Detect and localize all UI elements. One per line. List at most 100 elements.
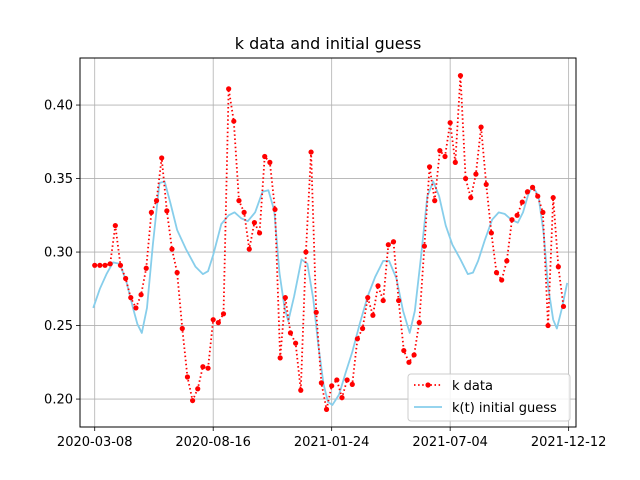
y-tick-label: 0.30 (44, 246, 73, 261)
legend: k data k(t) initial guess (407, 373, 571, 422)
k-data-point (210, 317, 216, 323)
k-data-point (483, 181, 489, 188)
k-data-point (380, 297, 386, 304)
k-data-point (560, 303, 567, 310)
k-data-point (112, 222, 118, 229)
k-data-point (463, 175, 469, 182)
k-data-point (401, 347, 407, 354)
k-data-point (97, 262, 103, 268)
k-data-point (406, 359, 412, 365)
k-data-point (308, 149, 314, 155)
k-data-point (509, 217, 515, 223)
k-data-point (396, 297, 402, 304)
y-tick-label: 0.20 (44, 393, 73, 408)
k-data-point (416, 320, 422, 326)
k-data-point (452, 159, 458, 165)
k-data-point (138, 292, 144, 298)
k-data-point (514, 212, 520, 218)
k-data-point (344, 377, 350, 383)
legend-label-k-data: k data (452, 379, 493, 394)
k-data-point (179, 325, 185, 332)
k-data-point (313, 309, 319, 315)
k-data-point (148, 209, 154, 215)
k-data-point (303, 249, 309, 255)
k-data-point (535, 193, 541, 199)
k-data-point (272, 206, 278, 213)
k-data-point (432, 198, 438, 204)
k-data-point (370, 312, 376, 318)
k-data-point (437, 148, 443, 154)
k-data-point (282, 295, 288, 301)
x-tick-label: 2021-12-12 (531, 435, 607, 450)
k-data-point (354, 336, 361, 342)
k-data-point (164, 208, 170, 214)
k-data-point (426, 164, 433, 170)
k-data-point (236, 198, 242, 204)
k-data-point (251, 220, 258, 226)
k-data-point (339, 395, 345, 401)
k-data-point (205, 365, 211, 371)
k-data-point (231, 118, 237, 124)
y-tick-label: 0.25 (44, 319, 73, 334)
k-data-point (215, 320, 221, 326)
k-data-point (334, 377, 340, 383)
k-data-point (385, 242, 391, 248)
k-data-point (524, 189, 531, 195)
k-data-point (174, 270, 180, 276)
k-data-point (293, 340, 299, 346)
k-data-point (195, 386, 201, 392)
k-data-point (349, 381, 355, 387)
k-data-point (267, 159, 273, 165)
k-data-point (375, 283, 381, 289)
k-data-point (189, 397, 196, 404)
k-data-point (318, 380, 324, 386)
k-data-point (499, 277, 505, 283)
k-data-point (447, 120, 453, 126)
k-data-point (200, 364, 206, 370)
k-data-point (241, 209, 247, 215)
k-data-point (504, 258, 510, 264)
k-data-point (493, 270, 500, 276)
k-data-point (298, 387, 304, 393)
legend-box (407, 373, 571, 422)
k-data-point (442, 153, 448, 160)
k-data-point (478, 124, 484, 130)
k-data-point (117, 262, 124, 268)
axes-frame (79, 57, 577, 428)
k-data-point (107, 261, 113, 267)
x-tick-label: 2020-08-16 (175, 435, 251, 450)
k-data-point (123, 275, 129, 282)
chart-title: k data and initial guess (235, 34, 422, 53)
k-data-point (457, 73, 464, 79)
k-data-point (519, 199, 525, 205)
k-data-point (92, 262, 98, 268)
k-data-point (153, 198, 160, 204)
x-tick-label: 2020-03-08 (57, 435, 133, 450)
k-data-point (468, 195, 474, 201)
k-data-point (545, 322, 551, 329)
k-data-point (550, 195, 556, 201)
k-data-point (287, 330, 294, 336)
k-data-point (246, 246, 252, 252)
k-data-point (323, 406, 330, 412)
k-data-point (133, 305, 139, 311)
plot-area (92, 73, 569, 412)
k-data-point (421, 243, 427, 249)
k-data-point (256, 230, 263, 236)
k-data-point (102, 262, 108, 268)
k-data-point (473, 171, 479, 177)
x-tick-label: 2021-07-04 (412, 435, 488, 450)
k-data-point (159, 155, 165, 161)
k-data-point (262, 153, 268, 160)
k-data-point (329, 383, 335, 389)
k-data-point (365, 295, 371, 301)
y-tick-label: 0.35 (44, 172, 73, 187)
k-data-point (555, 264, 561, 270)
axis-ticks: 2020-03-08 2020-08-16 2021-01-24 2021-07-04… (44, 99, 606, 450)
k-data-point (277, 355, 283, 361)
k-data-point (128, 295, 134, 301)
k-data-point (540, 209, 546, 215)
legend-label-initial-guess: k(t) initial guess (452, 401, 557, 416)
k-data-point (220, 311, 227, 317)
